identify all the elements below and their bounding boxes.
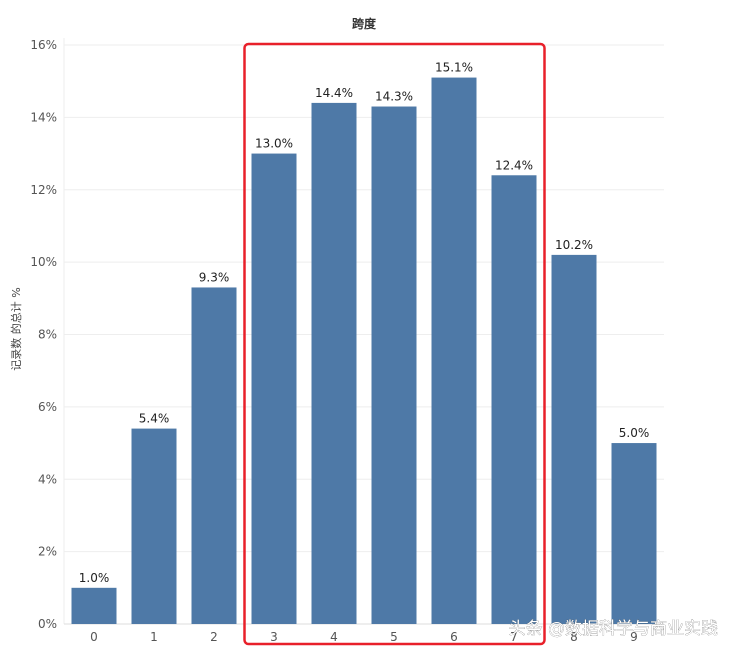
bar	[191, 287, 237, 624]
bar	[431, 77, 477, 625]
data-label: 9.3%	[199, 270, 230, 284]
bar	[611, 443, 657, 624]
data-label: 1.0%	[79, 571, 110, 585]
x-tick-label: 5	[390, 630, 398, 644]
y-tick-label: 12%	[30, 183, 57, 197]
x-tick-label: 0	[90, 630, 98, 644]
data-label: 5.4%	[139, 412, 170, 426]
y-tick-label: 2%	[38, 545, 57, 559]
data-label: 5.0%	[619, 426, 650, 440]
data-label: 15.1%	[435, 61, 473, 75]
data-label: 10.2%	[555, 238, 593, 252]
x-tick-label: 1	[150, 630, 158, 644]
bar	[131, 428, 177, 624]
x-tick-label: 2	[210, 630, 218, 644]
x-tick-label: 9	[630, 630, 638, 644]
bar	[371, 106, 417, 625]
data-label: 14.4%	[315, 86, 353, 100]
y-tick-label: 4%	[38, 472, 57, 486]
data-label: 12.4%	[495, 158, 533, 172]
x-tick-label: 6	[450, 630, 458, 644]
bar	[311, 102, 357, 624]
bar	[251, 153, 297, 624]
watermark-text: 头条 @数据科学与商业实践	[509, 619, 718, 639]
y-tick-label: 14%	[30, 110, 57, 124]
x-tick-label: 8	[570, 630, 578, 644]
y-tick-label: 6%	[38, 400, 57, 414]
y-tick-label: 10%	[30, 255, 57, 269]
highlight-box	[243, 42, 546, 646]
bar	[491, 175, 537, 624]
data-label: 13.0%	[255, 137, 293, 151]
y-tick-label: 8%	[38, 328, 57, 342]
bar	[551, 254, 597, 624]
y-tick-label: 0%	[38, 617, 57, 631]
x-tick-label: 7	[510, 630, 518, 644]
chart-title: 跨度	[352, 16, 377, 31]
y-tick-label: 16%	[30, 38, 57, 52]
bar	[71, 587, 117, 624]
data-label: 14.3%	[375, 90, 413, 104]
data-labels: 1.0% 5.4% 9.3% 13.0% 14.4% 14.3% 15.1% 12.4% 10.…	[79, 61, 650, 585]
y-axis-ticks: 0% 2% 4% 6% 8% 10% 12% 14% 16%	[30, 38, 57, 631]
y-axis-title: 记录数 的总计 %	[9, 287, 23, 370]
bars	[71, 77, 657, 625]
x-axis-ticks: 0 1 2 3 4 5 6 7 8 9	[90, 630, 638, 644]
x-tick-label: 3	[270, 630, 278, 644]
x-tick-label: 4	[330, 630, 338, 644]
